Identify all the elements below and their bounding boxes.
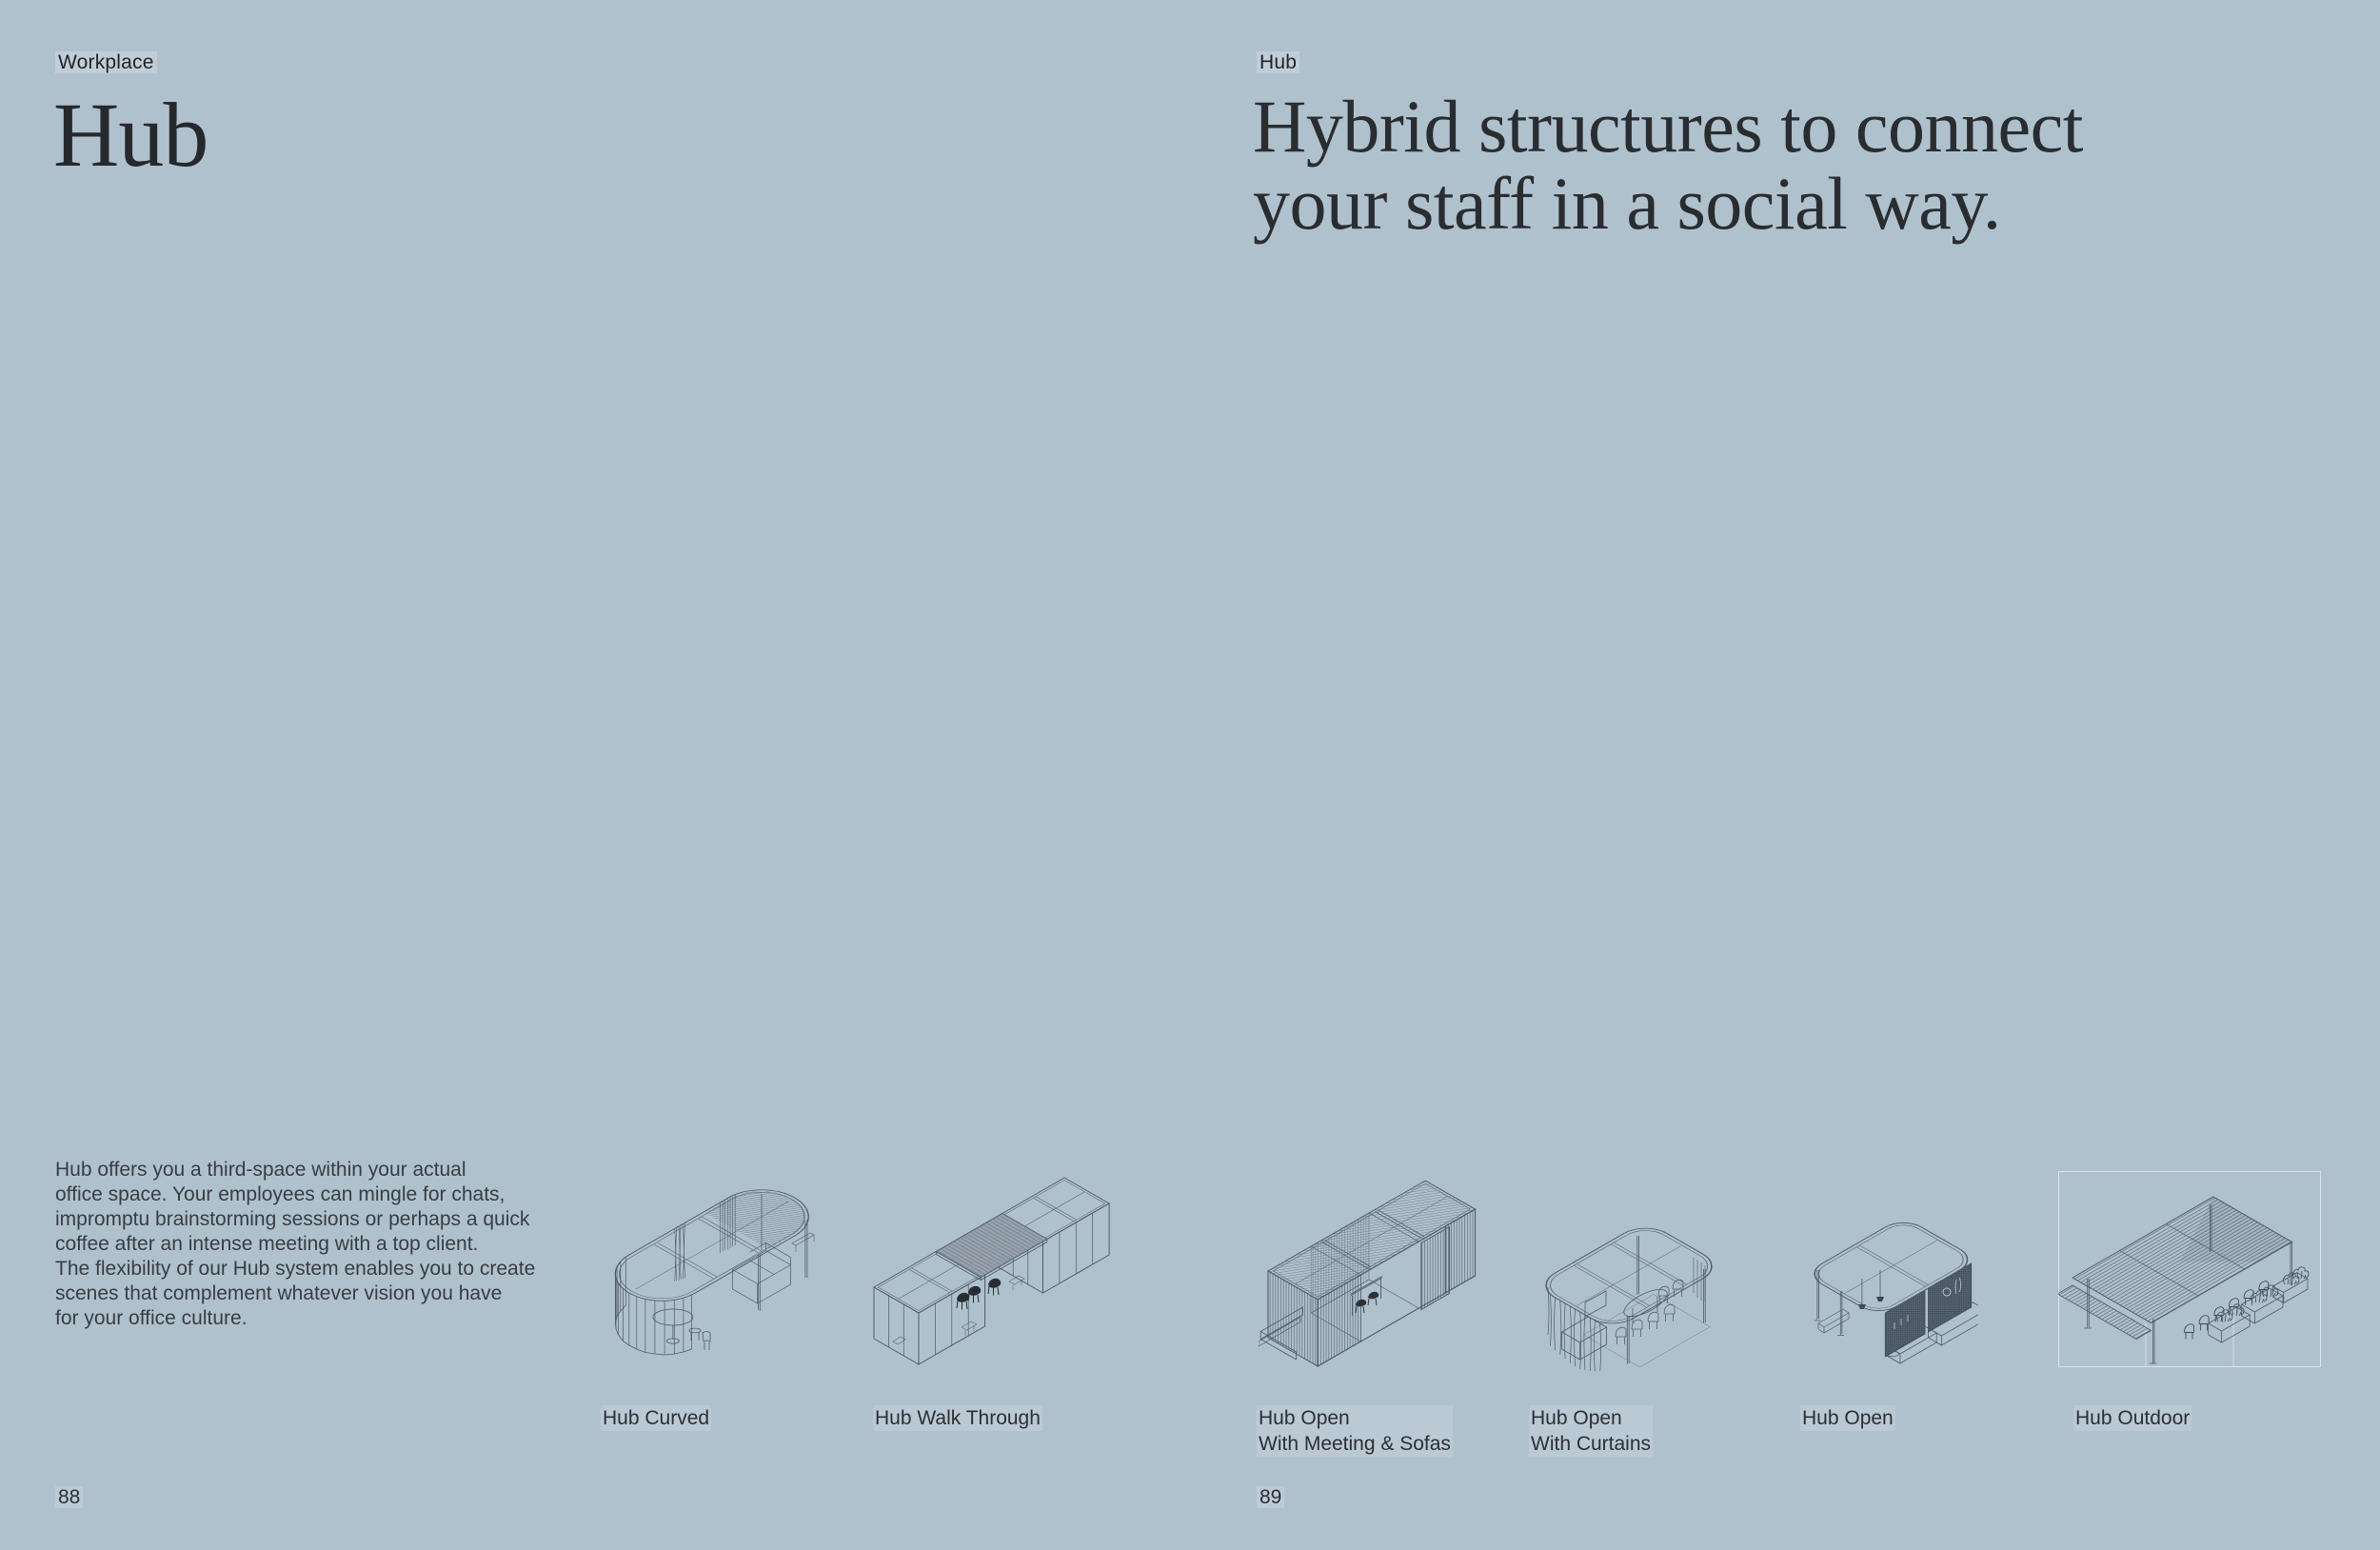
open-hub-canopy [1814, 1222, 1969, 1311]
open-hub-roof [1267, 1180, 1477, 1301]
hub-curved-illustration [588, 1174, 836, 1374]
product-caption: Hub Curved [601, 1405, 712, 1431]
walk-through-chairs [956, 1278, 1002, 1310]
hub-open-curtains-illustration [1528, 1196, 1726, 1371]
hub-open-meeting-sofas-illustration [1259, 1174, 1480, 1380]
headline: Hybrid structures to connect your staff … [1253, 85, 2083, 245]
product-caption: Hub Open With Curtains [1529, 1405, 1654, 1457]
hub-open-illustration [1799, 1202, 1978, 1369]
page-title: Hub [53, 84, 208, 186]
hub-open-drawing [1814, 1222, 1978, 1364]
hub-outdoor-illustration [2058, 1171, 2321, 1367]
pergola [2058, 1196, 2293, 1364]
walk-through-canopy [935, 1212, 1048, 1281]
product-caption: Hub Open [1800, 1405, 1895, 1431]
hub-walk-through-illustration [866, 1175, 1125, 1369]
curtain-hub-interior [1547, 1236, 1711, 1371]
product-caption: Hub Outdoor [2073, 1405, 2192, 1431]
open-hub-walls [1814, 1262, 1978, 1364]
curtain-hub-roof [1545, 1227, 1713, 1324]
hub-curved-drawing [614, 1189, 815, 1356]
category-label: Workplace [55, 51, 157, 73]
category-label: Hub [1257, 51, 1300, 73]
curtain-hub-chairs [1615, 1279, 1684, 1345]
curved-roof [614, 1189, 809, 1302]
hub-outdoor-drawing [2058, 1171, 2321, 1367]
hub-walk-through-drawing [873, 1177, 1110, 1365]
intro-paragraph: Hub offers you a third-space within your… [55, 1159, 536, 1329]
product-caption: Hub Open With Meeting & Sofas [1257, 1405, 1453, 1457]
product-caption: Hub Walk Through [873, 1405, 1042, 1431]
outdoor-photo-frame [2058, 1171, 2321, 1367]
page-number: 88 [55, 1486, 84, 1508]
page-number: 89 [1257, 1486, 1285, 1508]
hub-open-meeting-sofas-drawing [1259, 1180, 1477, 1367]
outdoor-planters [2207, 1266, 2310, 1343]
hub-open-curtains-drawing [1545, 1227, 1713, 1371]
